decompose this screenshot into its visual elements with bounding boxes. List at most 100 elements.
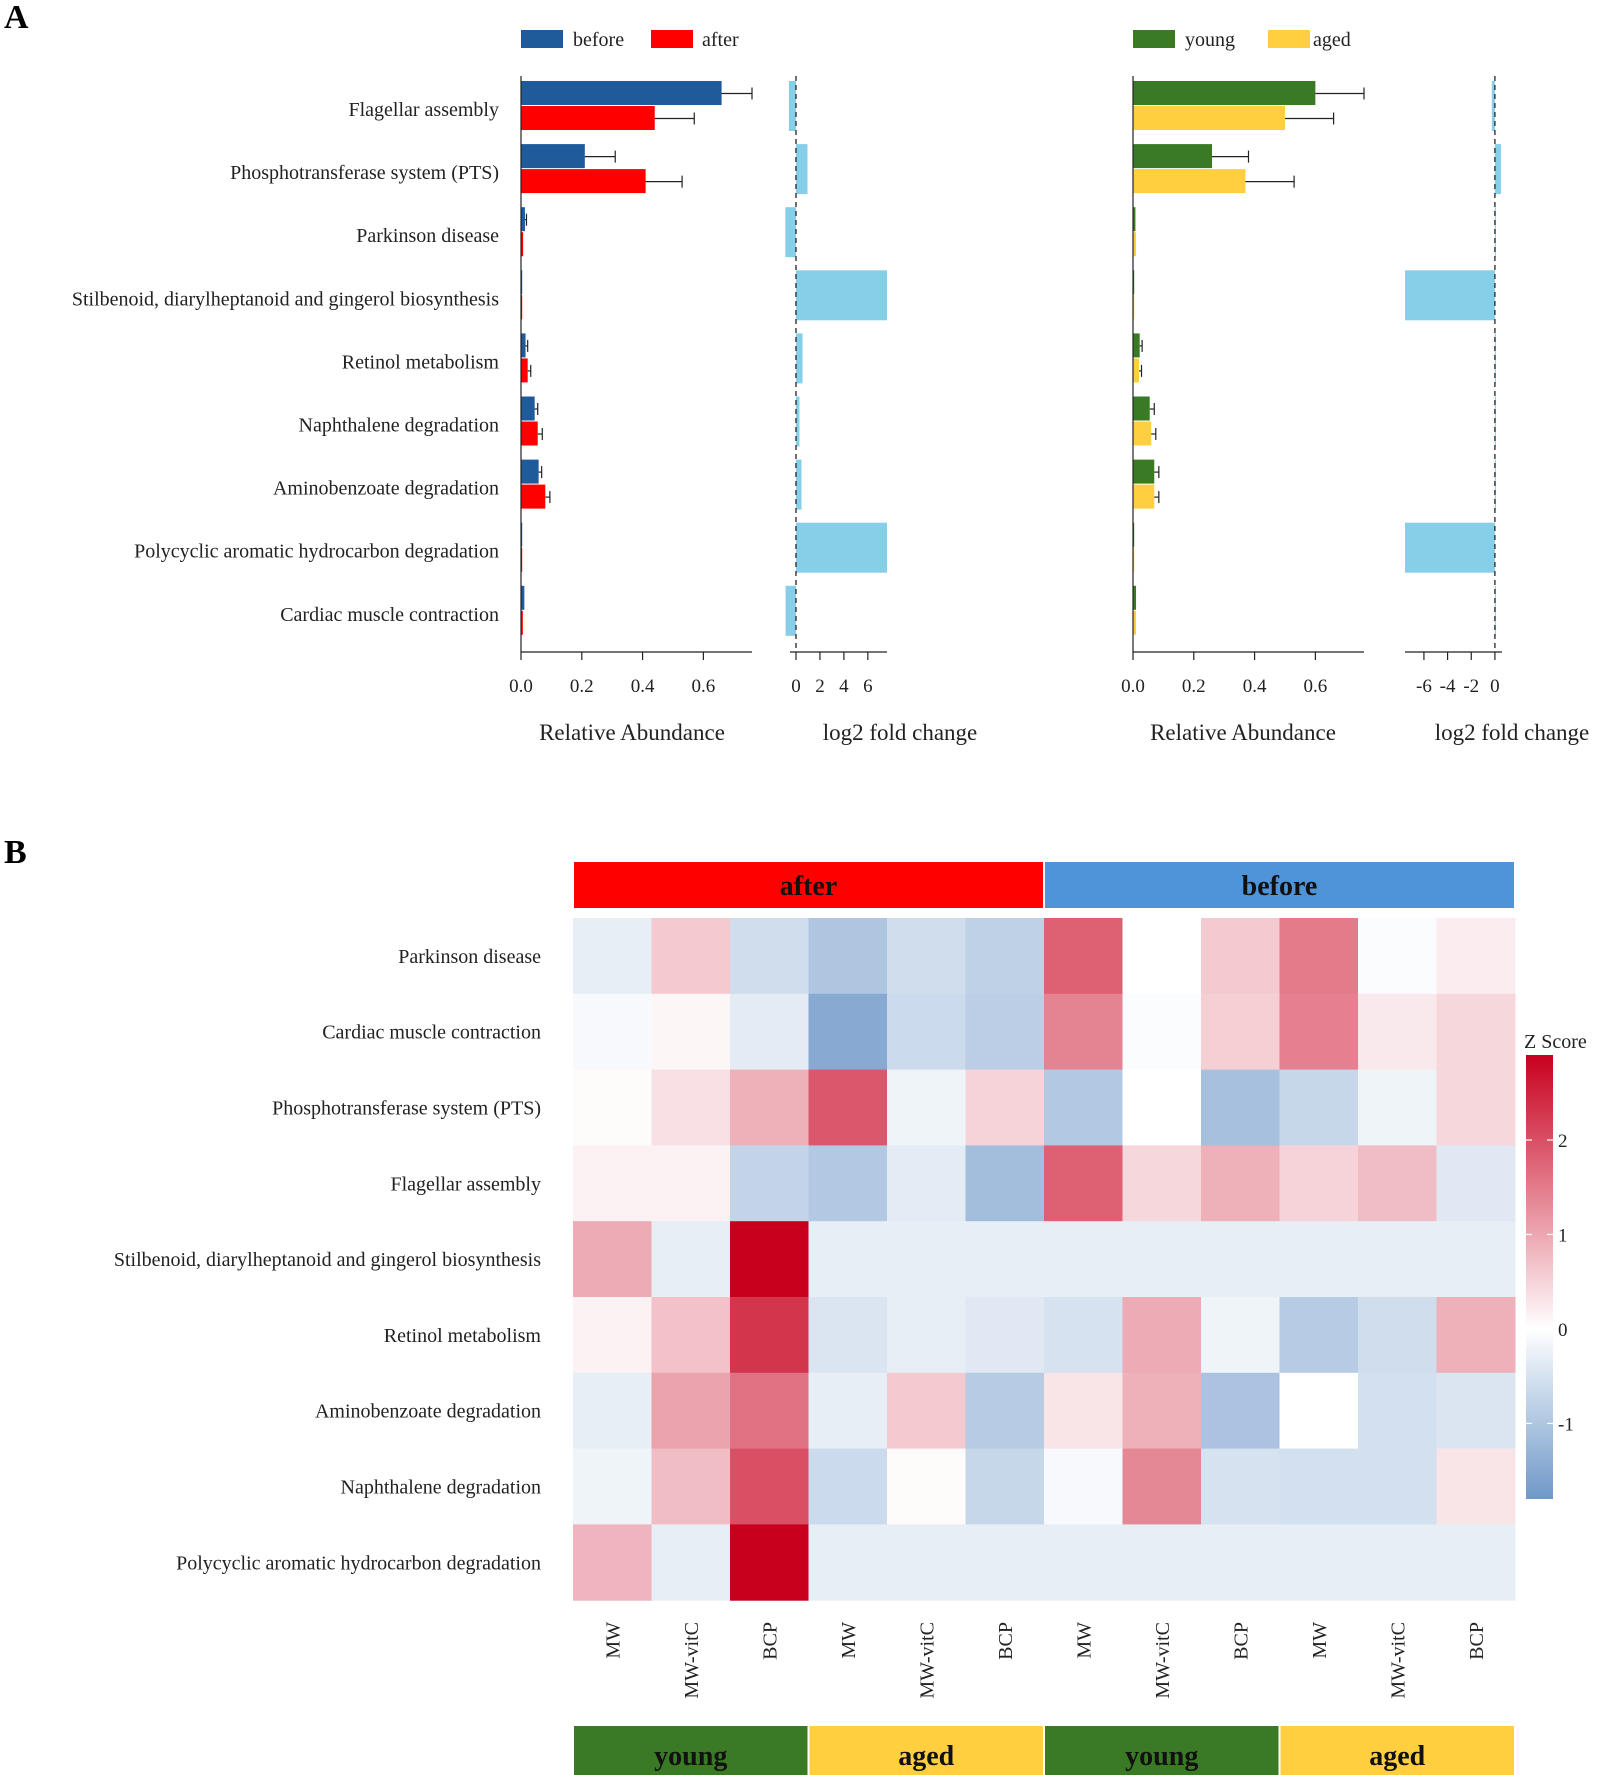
bar-aged-parkinson-disease (1133, 232, 1137, 257)
heatmap-cell-r5-c0 (573, 1297, 652, 1374)
heatmap-cell-r4-c6 (1044, 1221, 1123, 1298)
heatmap-cell-r3-c11 (1436, 1145, 1516, 1222)
heatmap-row-label-aminobenzoate-degradation: Aminobenzoate degradation (315, 1401, 541, 1423)
bottom-group-label-0: young (654, 1741, 727, 1772)
heatmap-cell-r3-c7 (1122, 1145, 1202, 1222)
heatmap-cell-r1-c7 (1122, 993, 1202, 1071)
heatmap-row-label-naphthalene-degradation: Naphthalene degradation (341, 1477, 541, 1499)
log2fc-young-aged (1405, 81, 1501, 636)
x-tick-label-4: 4 (839, 676, 849, 697)
heatmap-cell-r8-c6 (1044, 1524, 1123, 1601)
heatmap-cell-r4-c7 (1122, 1221, 1202, 1298)
top-group-label-after: after (780, 871, 838, 902)
heatmap-column-label-group-10: MW-vitC (1387, 1622, 1409, 1699)
category-label-parkinson-disease: Parkinson disease (356, 225, 499, 247)
heatmap-cell-r0-c1 (651, 918, 731, 995)
heatmap-column-label-group-8: BCP (1230, 1622, 1252, 1660)
x-tick-label-0-0: 0.0 (509, 676, 533, 697)
heatmap-column-label-10: MW-vitC (1387, 1622, 1409, 1699)
x-tick-label-0-4: 0.4 (631, 676, 655, 697)
heatmap-cell-r1-c3 (808, 993, 888, 1071)
heatmap-row-label-phosphotransferase-system-pts: Phosphotransferase system (PTS) (272, 1098, 541, 1120)
legend-swatch-young (1133, 30, 1175, 48)
category-label-phosphotransferase-system-pts: Phosphotransferase system (PTS) (230, 162, 499, 184)
bar-after-phosphotransferase-system-pts (521, 169, 646, 194)
bottom-group-label-3: aged (1369, 1741, 1425, 1772)
relative-abundance-young-aged (1133, 81, 1365, 635)
heatmap-cell-r6-c7 (1122, 1372, 1202, 1450)
heatmap-column-label-4: MW-vitC (916, 1622, 938, 1699)
heatmap-cell-r7-c6 (1044, 1448, 1123, 1525)
heatmap-cell-r2-c3 (808, 1069, 888, 1146)
heatmap-cell-r2-c9 (1279, 1069, 1359, 1146)
heatmap-cell-r1-c10 (1358, 993, 1437, 1071)
fc-bar-phosphotransferase-system-pts (1494, 144, 1501, 195)
bottom-group-label-1: aged (898, 1741, 954, 1772)
category-label-aminobenzoate-degradation: Aminobenzoate degradation (273, 478, 499, 500)
legend-label-young: young (1185, 29, 1235, 51)
heatmap-cell-r2-c10 (1358, 1069, 1437, 1146)
heatmap-cell-r1-c4 (887, 993, 966, 1071)
heatmap-cell-r5-c8 (1201, 1297, 1280, 1374)
heatmap-cell-r0-c5 (965, 918, 1045, 995)
bar-young-aminobenzoate-degradation (1133, 459, 1155, 484)
category-label-naphthalene-degradation: Naphthalene degradation (299, 415, 499, 437)
heatmap-cell-r5-c4 (887, 1297, 966, 1374)
heatmap-cell-r5-c5 (965, 1297, 1045, 1374)
log2fc-before-after (785, 81, 887, 636)
fc-bar-stilbenoid-diarylheptanoid-and-gingerol-biosynthesis (1405, 270, 1495, 321)
heatmap-top-groups: after before (574, 862, 1514, 908)
heatmap-row-label-stilbenoid-diarylheptanoid-and-gingerol-biosynthesis: Stilbenoid, diarylheptanoid and gingerol… (114, 1249, 541, 1271)
bar-young-phosphotransferase-system-pts (1133, 144, 1213, 169)
fc-bar-cardiac-muscle-contraction (785, 585, 796, 636)
heatmap-column-label-group-6: MW (1073, 1622, 1095, 1659)
heatmap-cell-r1-c11 (1436, 993, 1516, 1071)
category-label-flagellar-assembly: Flagellar assembly (348, 99, 499, 121)
heatmap-cell-r8-c5 (965, 1524, 1045, 1601)
heatmap-column-label-2: BCP (759, 1622, 781, 1660)
bar-before-flagellar-assembly (521, 81, 722, 105)
colorbar-tick-label-1: -1 (1558, 1414, 1574, 1435)
legend-label-aged: aged (1313, 29, 1351, 51)
ra1-x-label: Relative Abundance (539, 720, 725, 745)
heatmap-cell-r4-c2 (730, 1221, 809, 1298)
bar-after-retinol-metabolism (521, 358, 528, 383)
heatmap-bottom-groups: young aged young aged (574, 1726, 1514, 1775)
heatmap-row-label-polycyclic-aromatic-hydrocarbon-degradation: Polycyclic aromatic hydrocarbon degradat… (176, 1552, 541, 1574)
bar-aged-naphthalene-degradation (1133, 421, 1152, 446)
heatmap-column-label-group-4: MW-vitC (916, 1622, 938, 1699)
heatmap-cell-r8-c2 (730, 1524, 809, 1601)
x-tick-label-0: 0 (791, 676, 801, 697)
heatmap-cell-r7-c5 (965, 1448, 1045, 1525)
heatmap-column-label-8: BCP (1230, 1622, 1252, 1660)
colorbar-tick-label-0: 0 (1558, 1320, 1568, 1341)
category-label-stilbenoid-diarylheptanoid-and-gingerol-biosynthesis: Stilbenoid, diarylheptanoid and gingerol… (72, 288, 499, 310)
category-label-polycyclic-aromatic-hydrocarbon-degradation: Polycyclic aromatic hydrocarbon degradat… (134, 541, 499, 563)
heatmap-cell-r6-c2 (730, 1372, 809, 1450)
colorbar (1526, 1055, 1553, 1499)
bar-before-retinol-metabolism (521, 333, 526, 358)
bar-after-parkinson-disease (521, 232, 524, 257)
bar-after-flagellar-assembly (521, 106, 655, 130)
heatmap-cell-r0-c8 (1201, 918, 1280, 995)
heatmap-cell-r2-c6 (1044, 1069, 1123, 1146)
heatmap-column-label-0: MW (602, 1622, 624, 1659)
heatmap-cell-r4-c3 (808, 1221, 888, 1298)
heatmap-cell-r0-c9 (1279, 918, 1359, 995)
heatmap-column-label-group-7: MW-vitC (1152, 1622, 1174, 1699)
x-tick-label-0: 0 (1490, 676, 1500, 697)
heatmap-cell-r0-c4 (887, 918, 966, 995)
heatmap-cell-r7-c10 (1358, 1448, 1437, 1525)
fc-bar-phosphotransferase-system-pts (795, 144, 808, 195)
heatmap-cell-r4-c8 (1201, 1221, 1280, 1298)
bar-before-phosphotransferase-system-pts (521, 144, 585, 169)
relative-abundance-before-after (521, 81, 753, 635)
heatmap-cell-r3-c1 (651, 1145, 731, 1222)
heatmap-row-label-parkinson-disease: Parkinson disease (398, 946, 541, 968)
heatmap-cell-r4-c1 (651, 1221, 731, 1298)
heatmap-cell-r7-c0 (573, 1448, 652, 1525)
heatmap-cell-r0-c6 (1044, 918, 1123, 995)
ra2-x-axis: 0.0 0.2 0.4 0.6 (1121, 76, 1364, 697)
heatmap-cell-r1-c5 (965, 993, 1045, 1071)
